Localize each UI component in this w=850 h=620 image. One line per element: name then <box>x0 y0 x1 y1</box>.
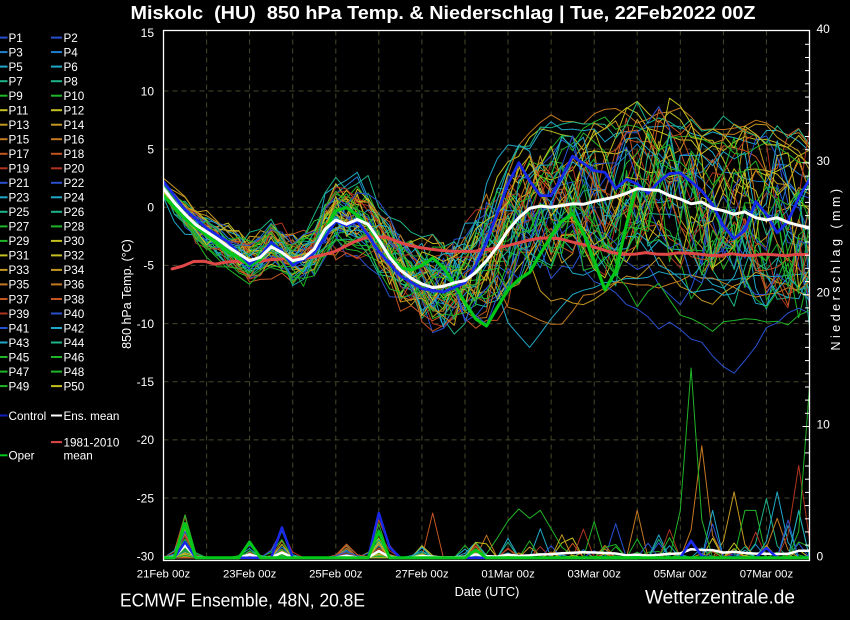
svg-text:P23: P23 <box>9 192 30 205</box>
svg-text:P10: P10 <box>64 90 85 103</box>
svg-text:P37: P37 <box>9 293 30 306</box>
svg-text:P28: P28 <box>64 221 85 234</box>
svg-text:P5: P5 <box>9 61 24 74</box>
svg-text:-30: -30 <box>137 549 155 563</box>
svg-text:P12: P12 <box>64 105 85 118</box>
svg-text:P40: P40 <box>64 308 85 321</box>
svg-text:850 hPa Temp. (°C): 850 hPa Temp. (°C) <box>120 239 134 349</box>
svg-text:P42: P42 <box>64 322 85 335</box>
svg-text:mean: mean <box>64 450 93 463</box>
svg-text:30: 30 <box>817 154 831 168</box>
svg-text:ECMWF Ensemble, 48N, 20.8E: ECMWF Ensemble, 48N, 20.8E <box>120 591 365 611</box>
svg-text:Control: Control <box>9 410 47 423</box>
svg-text:Ens. mean: Ens. mean <box>64 410 120 423</box>
svg-text:P35: P35 <box>9 279 30 292</box>
svg-text:P15: P15 <box>9 134 30 147</box>
svg-text:P34: P34 <box>64 264 85 277</box>
svg-text:Oper: Oper <box>9 450 35 463</box>
svg-text:P24: P24 <box>64 192 85 205</box>
svg-text:P2: P2 <box>64 32 78 45</box>
svg-text:P31: P31 <box>9 250 30 263</box>
svg-text:P47: P47 <box>9 366 30 379</box>
svg-text:P11: P11 <box>9 105 29 118</box>
svg-text:07Mar 00z: 07Mar 00z <box>740 569 794 581</box>
svg-text:Wetterzentrale.de: Wetterzentrale.de <box>645 588 795 609</box>
svg-text:23Feb 00z: 23Feb 00z <box>223 569 277 581</box>
svg-text:10: 10 <box>141 84 155 98</box>
svg-text:Niederschlag (mm): Niederschlag (mm) <box>829 185 843 350</box>
svg-text:P3: P3 <box>9 46 23 59</box>
svg-text:P43: P43 <box>9 337 30 350</box>
svg-text:01Mar 00z: 01Mar 00z <box>481 569 535 581</box>
svg-text:P1: P1 <box>9 32 23 45</box>
svg-text:-10: -10 <box>137 317 155 331</box>
svg-text:P8: P8 <box>64 75 78 88</box>
svg-text:P50: P50 <box>64 380 85 393</box>
svg-text:P21: P21 <box>9 177 30 190</box>
svg-text:P22: P22 <box>64 177 85 190</box>
svg-text:-15: -15 <box>137 375 155 389</box>
svg-text:-25: -25 <box>137 491 155 505</box>
svg-text:P49: P49 <box>9 380 30 393</box>
svg-text:P6: P6 <box>64 61 78 74</box>
svg-text:P19: P19 <box>9 163 30 176</box>
svg-text:P18: P18 <box>64 148 85 161</box>
svg-text:P9: P9 <box>9 90 23 103</box>
svg-text:P16: P16 <box>64 134 85 147</box>
svg-text:Date (UTC): Date (UTC) <box>455 585 520 599</box>
svg-text:P14: P14 <box>64 119 85 132</box>
svg-text:P33: P33 <box>9 264 30 277</box>
svg-text:21Feb 00z: 21Feb 00z <box>137 569 191 581</box>
svg-text:P41: P41 <box>9 322 30 335</box>
svg-text:-20: -20 <box>137 433 155 447</box>
svg-text:P29: P29 <box>9 235 30 248</box>
svg-text:03Mar 00z: 03Mar 00z <box>567 569 621 581</box>
svg-text:P4: P4 <box>64 46 79 59</box>
svg-text:P30: P30 <box>64 235 85 248</box>
svg-text:05Mar 00z: 05Mar 00z <box>654 569 708 581</box>
svg-text:0: 0 <box>147 201 154 215</box>
svg-text:40: 40 <box>817 22 831 36</box>
svg-text:10: 10 <box>817 418 831 432</box>
svg-text:25Feb 00z: 25Feb 00z <box>309 569 363 581</box>
svg-text:P36: P36 <box>64 279 85 292</box>
svg-text:1981-2010: 1981-2010 <box>64 436 120 449</box>
svg-text:P45: P45 <box>9 351 30 364</box>
svg-text:P38: P38 <box>64 293 85 306</box>
svg-text:0: 0 <box>817 549 824 563</box>
svg-text:P17: P17 <box>9 148 30 161</box>
svg-text:5: 5 <box>147 142 154 156</box>
svg-text:P25: P25 <box>9 206 30 219</box>
svg-text:27Feb 00z: 27Feb 00z <box>395 569 449 581</box>
svg-text:P27: P27 <box>9 221 30 234</box>
svg-text:P46: P46 <box>64 351 85 364</box>
svg-text:P39: P39 <box>9 308 30 321</box>
svg-text:20: 20 <box>817 286 831 300</box>
svg-text:P44: P44 <box>64 337 85 350</box>
svg-text:P26: P26 <box>64 206 85 219</box>
svg-text:P13: P13 <box>9 119 30 132</box>
svg-text:P7: P7 <box>9 75 23 88</box>
svg-text:P48: P48 <box>64 366 85 379</box>
svg-text:15: 15 <box>141 26 155 40</box>
svg-text:Miskolc (HU) 850 hPa Temp. &: Miskolc (HU) 850 hPa Temp. & Niederschla… <box>131 2 756 23</box>
svg-text:-5: -5 <box>143 259 154 273</box>
svg-text:P32: P32 <box>64 250 85 263</box>
svg-text:P20: P20 <box>64 163 85 176</box>
